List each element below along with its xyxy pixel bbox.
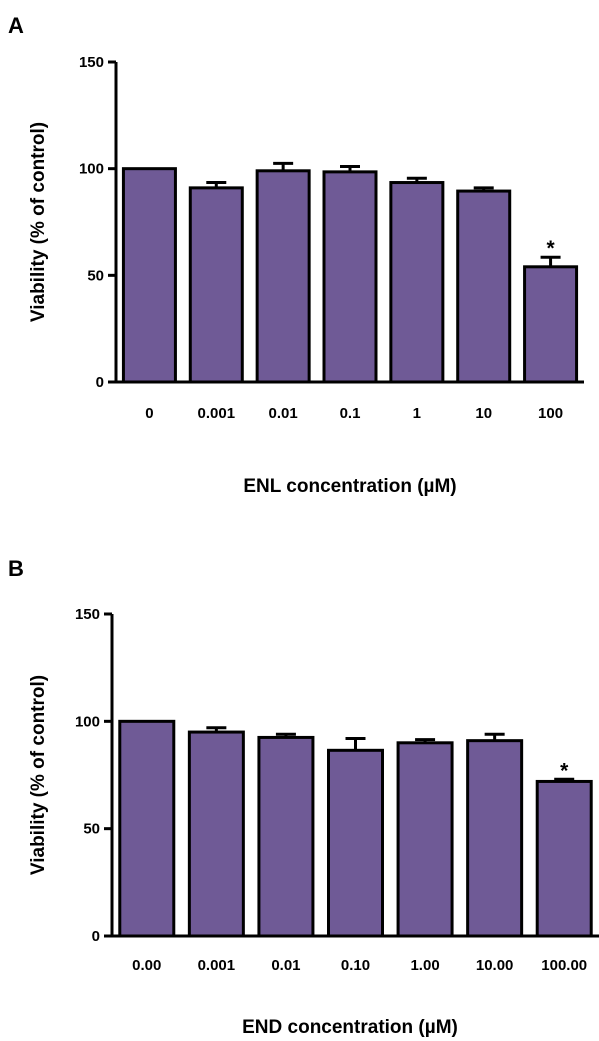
bar — [329, 750, 383, 936]
y-tick-label: 50 — [87, 267, 104, 284]
y-tick-label: 50 — [83, 821, 100, 838]
bar — [190, 188, 242, 382]
bar — [259, 737, 313, 936]
y-tick-label: 0 — [96, 374, 104, 391]
bar — [458, 191, 510, 382]
x-tick-label: 100 — [538, 405, 563, 422]
x-tick-label: 0.01 — [269, 405, 298, 422]
y-tick-label: 0 — [92, 928, 100, 945]
y-tick-label: 100 — [79, 161, 104, 178]
y-tick-label: 150 — [75, 606, 100, 623]
bar — [398, 743, 452, 936]
bar — [120, 721, 174, 936]
x-tick-label: 1.00 — [410, 957, 439, 974]
x-tick-label: 0.01 — [271, 957, 300, 974]
bar — [468, 741, 522, 936]
panel-label: B — [8, 556, 24, 581]
chart-a: A 0 0.001 0.01 0.1 1 10 * 100 0 50 100 150 Viability … — [0, 0, 599, 520]
bar — [123, 169, 175, 382]
y-tick-label: 150 — [79, 54, 104, 71]
y-tick-label: 100 — [75, 713, 100, 730]
significance-mark: * — [546, 237, 555, 260]
x-tick-label: 0 — [145, 405, 153, 422]
bar — [324, 172, 376, 382]
y-axis-title: Viability (% of control) — [28, 122, 49, 322]
x-tick-label: 100.00 — [541, 957, 587, 974]
chart-panel-a: A 0 0.001 0.01 0.1 1 10 * 100 0 50 100 150 Viability … — [0, 0, 599, 520]
y-axis-title: Viability (% of control) — [28, 675, 49, 875]
x-tick-label: 1 — [413, 405, 421, 422]
x-tick-label: 0.001 — [198, 957, 236, 974]
x-tick-label: 10.00 — [476, 957, 514, 974]
significance-mark: * — [560, 759, 569, 782]
bar — [391, 183, 443, 382]
bar — [189, 732, 243, 936]
bar — [525, 267, 577, 382]
x-axis-title: ENL concentration (µM) — [243, 476, 456, 497]
bar — [537, 781, 591, 936]
x-tick-label: 0.1 — [340, 405, 361, 422]
bar — [257, 171, 309, 382]
x-tick-label: 0.00 — [132, 957, 161, 974]
x-tick-label: 0.001 — [198, 405, 236, 422]
chart-b: B 0.00 0.001 0.01 0.10 1.00 10.00 * 100.00 0 50 100… — [0, 520, 599, 1040]
x-axis-title: END concentration (µM) — [242, 1017, 458, 1038]
panel-label: A — [8, 13, 24, 38]
chart-panel-b: B 0.00 0.001 0.01 0.10 1.00 10.00 * 100.00 0 50 100… — [0, 520, 599, 1040]
x-tick-label: 10 — [475, 405, 492, 422]
x-tick-label: 0.10 — [341, 957, 370, 974]
